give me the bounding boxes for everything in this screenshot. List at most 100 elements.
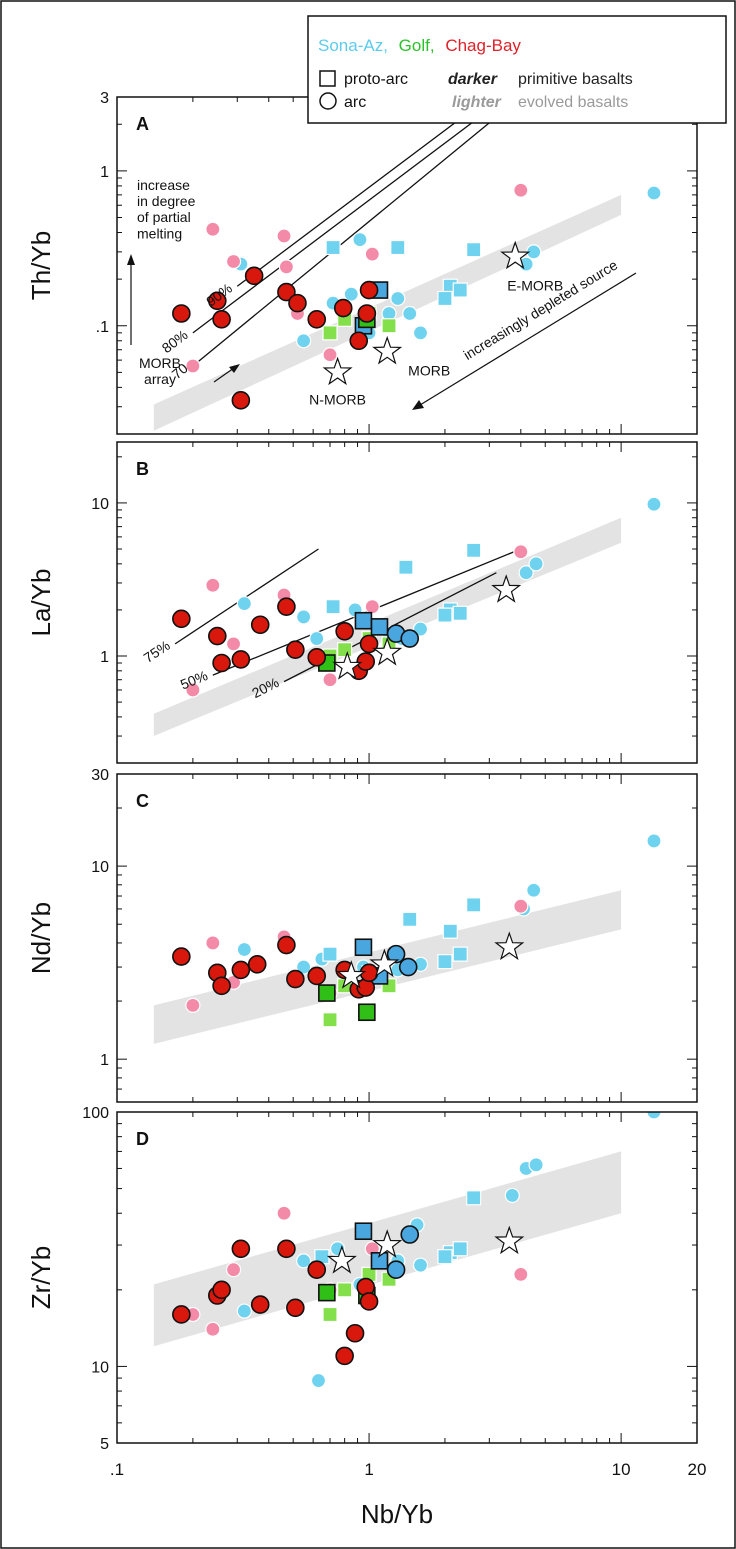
chag-circle-dark-point bbox=[288, 293, 307, 313]
sona-square-light-point bbox=[452, 282, 468, 298]
golf-square-dark-point bbox=[318, 1283, 336, 1302]
sona-square-light-point bbox=[466, 1190, 482, 1206]
golf-square-dark-point bbox=[318, 984, 336, 1002]
morb-array-label-line: array bbox=[144, 371, 176, 387]
legend-groups-title: Sona-Az, Golf, Chag-Bay bbox=[318, 36, 521, 55]
chag-circle-dark-point bbox=[307, 1260, 327, 1279]
sona-circle-light-point bbox=[412, 325, 429, 341]
melting-annotation-line: melting bbox=[137, 225, 182, 241]
melting-annotation-line: in degree bbox=[137, 193, 196, 209]
melting-line bbox=[192, 97, 507, 334]
melting-annotation: increase in degree of partial melting bbox=[137, 177, 196, 241]
chag-circle-dark-point bbox=[172, 1305, 191, 1324]
sona-square-light-point bbox=[437, 290, 453, 307]
chag-circle-light-point bbox=[276, 228, 292, 244]
x-axis: .1 1 10 20 Nb/Yb bbox=[110, 1460, 707, 1529]
melting-annotation-line: increase bbox=[137, 177, 190, 193]
chag-circle-dark-point bbox=[333, 298, 353, 318]
chag-circle-light-point bbox=[225, 636, 242, 652]
sona-circle-light-point bbox=[412, 621, 429, 637]
y-tick-label: 30 bbox=[91, 767, 109, 784]
legend-lighter-meaning: evolved basalts bbox=[518, 94, 628, 111]
chag-circle-dark-point bbox=[277, 282, 296, 302]
y-tick-label: 1 bbox=[100, 164, 109, 181]
chag-circle-dark-point bbox=[231, 1239, 251, 1259]
x-tick-label: 10 bbox=[612, 1460, 631, 1479]
chag-circle-dark-point bbox=[231, 391, 251, 410]
chag-circle-light-point bbox=[205, 221, 221, 237]
sona-circle-dark-point bbox=[398, 957, 418, 977]
chag-circle-light-point bbox=[205, 935, 221, 951]
golf-square-light-point bbox=[322, 325, 338, 341]
sona-circle-light-point bbox=[518, 565, 534, 581]
chag-circle-dark-point bbox=[212, 653, 231, 673]
chag-circle-dark-point bbox=[349, 331, 369, 351]
chag-circle-light-point bbox=[364, 246, 380, 262]
chag-circle-light-point bbox=[225, 1262, 242, 1278]
melting-line-label: 75% bbox=[141, 637, 173, 666]
legend-box bbox=[307, 15, 727, 124]
y-tick-label: .1 bbox=[96, 319, 109, 336]
y-tick-label: 10 bbox=[91, 496, 109, 513]
y-tick-label: 10 bbox=[91, 1359, 109, 1376]
chag-circle-light-point bbox=[205, 1321, 221, 1337]
melting-line bbox=[236, 97, 490, 287]
sona-circle-light-point bbox=[528, 556, 544, 572]
chag-circle-light-point bbox=[513, 544, 529, 560]
sona-square-light-point bbox=[452, 946, 468, 962]
sona-circle-dark-point bbox=[386, 944, 406, 964]
chag-circle-light-point bbox=[185, 682, 201, 698]
panel-frame bbox=[116, 773, 698, 1103]
chag-circle-dark-point bbox=[231, 650, 251, 669]
x-tick-label: 1 bbox=[364, 1460, 373, 1479]
panel-frame bbox=[116, 1111, 698, 1444]
sona-circle-light-point bbox=[526, 882, 542, 898]
y-tick-label: 5 bbox=[100, 1436, 109, 1453]
chag-circle-dark-point bbox=[359, 1292, 379, 1311]
legend-darker-label: darker bbox=[448, 71, 498, 88]
chag-circle-dark-point bbox=[286, 640, 305, 659]
sona-circle-light-point bbox=[352, 232, 368, 248]
sona-circle-light-point bbox=[646, 185, 662, 201]
legend-darker-meaning: primitive basalts bbox=[518, 71, 633, 88]
sona-square-light-point bbox=[437, 607, 453, 623]
chag-circle-light-point bbox=[276, 1205, 292, 1221]
sona-square-light-point bbox=[325, 239, 341, 256]
sona-circle-light-point bbox=[390, 290, 406, 307]
x-tick-label: 20 bbox=[688, 1460, 707, 1479]
sona-circle-light-point bbox=[504, 1187, 520, 1204]
legend-square-label: proto-arc bbox=[344, 71, 408, 88]
chag-circle-light-point bbox=[364, 599, 380, 615]
chag-circle-dark-point bbox=[359, 280, 379, 300]
sona-square-dark-point bbox=[354, 611, 373, 630]
sona-square-light-point bbox=[390, 239, 406, 256]
chag-circle-dark-point bbox=[357, 304, 377, 323]
chag-circle-dark-point bbox=[250, 615, 270, 635]
sona-circle-light-point bbox=[296, 609, 312, 625]
depleted-arrow bbox=[419, 272, 637, 406]
chag-circle-dark-point bbox=[244, 266, 264, 286]
panel-plot-area bbox=[153, 1112, 662, 1389]
chag-circle-dark-point bbox=[345, 1323, 365, 1343]
sona-square-light-point bbox=[402, 911, 418, 927]
chag-circle-dark-point bbox=[212, 310, 231, 329]
morb-array-arrowhead bbox=[229, 364, 240, 373]
golf-square-light-point bbox=[337, 642, 353, 658]
reference-star-morb bbox=[369, 948, 400, 978]
panel-letter: B bbox=[136, 459, 149, 479]
sona-square-light-point bbox=[452, 1241, 468, 1257]
y-tick-label: 100 bbox=[82, 1105, 109, 1122]
reference-star-morb bbox=[372, 636, 403, 666]
chag-circle-light-point bbox=[185, 997, 201, 1013]
sona-square-dark-point bbox=[354, 1222, 373, 1240]
morb-array-label: MORB array bbox=[139, 355, 181, 387]
sona-square-light-point bbox=[466, 897, 482, 913]
sona-square-light-point bbox=[452, 605, 468, 621]
golf-square-light-point bbox=[322, 1012, 338, 1028]
legend-circle-symbol bbox=[319, 92, 337, 110]
melting-line-label: 80% bbox=[159, 326, 191, 356]
reference-star-n-morb bbox=[322, 356, 353, 386]
